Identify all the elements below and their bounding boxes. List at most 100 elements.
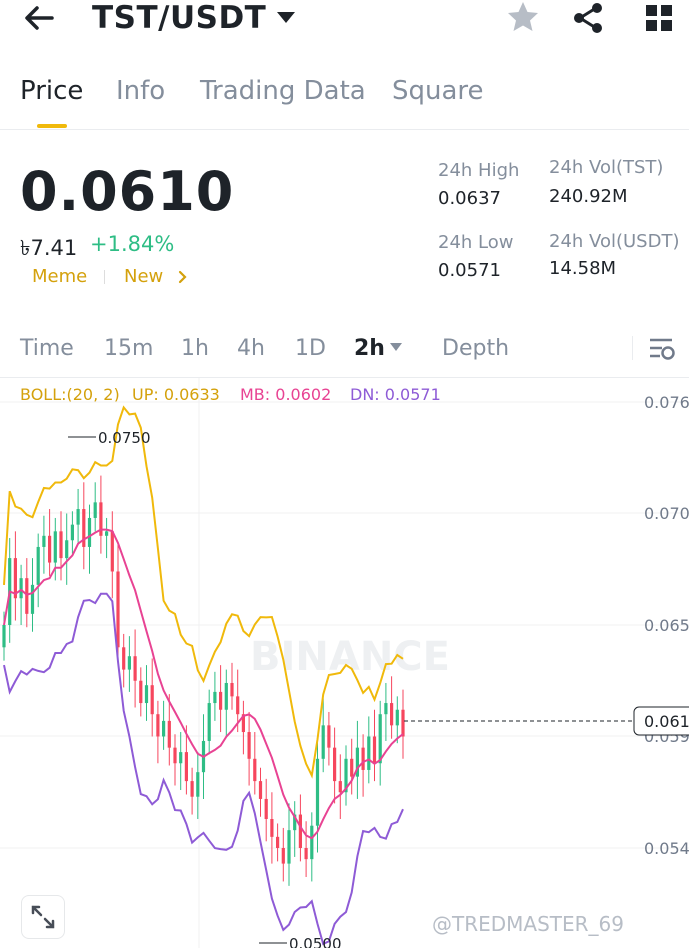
candle-down [241,714,245,733]
last-price: 0.0610 [20,160,235,223]
footer-watermark: @TREDMASTER_69 [432,912,624,936]
share-icon[interactable] [572,2,604,34]
boll-lower-line [3,592,404,946]
y-tick-label: 0.076 [644,393,689,412]
candle-down [13,558,17,599]
candle-up [93,502,97,518]
candle-up [213,691,217,704]
tab-info[interactable]: Info [116,76,166,106]
top-bar: TST/USDT [0,0,689,56]
candle-up [179,752,183,764]
tab-square[interactable]: Square [392,76,484,106]
arrow-left-icon[interactable] [22,4,56,32]
candle-down [184,752,188,782]
star-icon[interactable] [506,1,540,33]
divider [0,129,689,130]
candle-down [122,647,126,670]
interval-time[interactable]: Time [20,336,74,361]
candle-up [127,656,131,670]
interval-depth[interactable]: Depth [442,336,510,361]
candle-down [219,691,223,710]
caret-down-icon[interactable] [389,342,403,352]
candle-down [276,836,280,848]
chevron-right-icon[interactable] [178,270,188,284]
candle-up [315,758,320,826]
interval-2h[interactable]: 2h [354,336,385,361]
expand-button[interactable] [21,895,65,939]
candle-down [156,714,160,737]
candle-down [48,535,52,563]
tab-price[interactable]: Price [20,76,84,106]
candle-up [53,531,57,563]
candle-down [258,781,263,799]
candle-down [281,848,285,864]
interval-4h[interactable]: 4h [237,336,265,361]
high-value: 0.0637 [438,188,501,209]
candle-down [190,781,194,797]
chart-grid [0,378,689,948]
chart-settings-icon[interactable] [648,336,676,362]
grid-icon[interactable] [645,4,673,32]
tag-separator [104,270,105,284]
interval-1h[interactable]: 1h [181,336,209,361]
candle-up [321,725,325,759]
candle-down [167,720,171,748]
candle-up [344,758,348,793]
candle-up [310,825,314,860]
candle-down [236,696,240,715]
low-label: 24h Low [438,232,514,253]
tab-trading-data[interactable]: Trading Data [200,76,366,106]
candle-up [378,714,382,764]
boll-middle-line [3,528,404,840]
candle-up [2,625,6,648]
candle-down [116,571,120,648]
candle-down [59,531,63,559]
y-tick-label: 0.054 [644,839,689,858]
candle-up [65,540,69,559]
vol-base-label: 24h Vol(TST) [549,157,664,178]
min-price-label: 0.0500 [289,935,342,948]
candle-down [390,703,394,726]
candle-up [287,830,291,864]
candle-down [139,680,143,704]
boll-upper-line [3,405,404,779]
candle-up [395,709,399,726]
candle-up [70,524,74,541]
candle-up [36,546,40,585]
max-price-label: 0.0750 [98,429,151,447]
tag-new[interactable]: New [124,266,164,287]
current-price-tag [633,706,689,736]
tag-meme[interactable]: Meme [32,266,88,287]
interval-1d[interactable]: 1D [295,336,326,361]
caret-down-icon[interactable] [276,11,296,25]
high-label: 24h High [438,160,520,181]
vol-quote-label: 24h Vol(USDT) [549,231,680,252]
expand-icon [31,905,55,929]
candle-up [30,584,35,614]
candle-down [99,502,103,536]
candle-up [42,535,46,547]
candle-up [196,772,200,797]
boll-label: BOLL:(20, 2) [20,385,120,404]
pair-title[interactable]: TST/USDT [92,0,267,36]
interval-15m[interactable]: 15m [104,336,154,361]
fiat-price: ৳7.41 [20,236,78,260]
candle-up [144,685,149,704]
candle-down [82,509,86,547]
candle-down [333,747,337,782]
divider [0,377,689,378]
candle-up [87,517,92,547]
candle-down [150,685,154,715]
candle-down [110,531,114,572]
candle-down [253,758,257,782]
candle-down [338,781,342,793]
boll-up: UP: 0.0633 [132,385,220,404]
candle-up [224,682,228,710]
candle-down [350,758,354,777]
divider [632,336,633,360]
candle-down [230,682,234,697]
candle-down [372,736,377,764]
candle-up [384,703,388,715]
